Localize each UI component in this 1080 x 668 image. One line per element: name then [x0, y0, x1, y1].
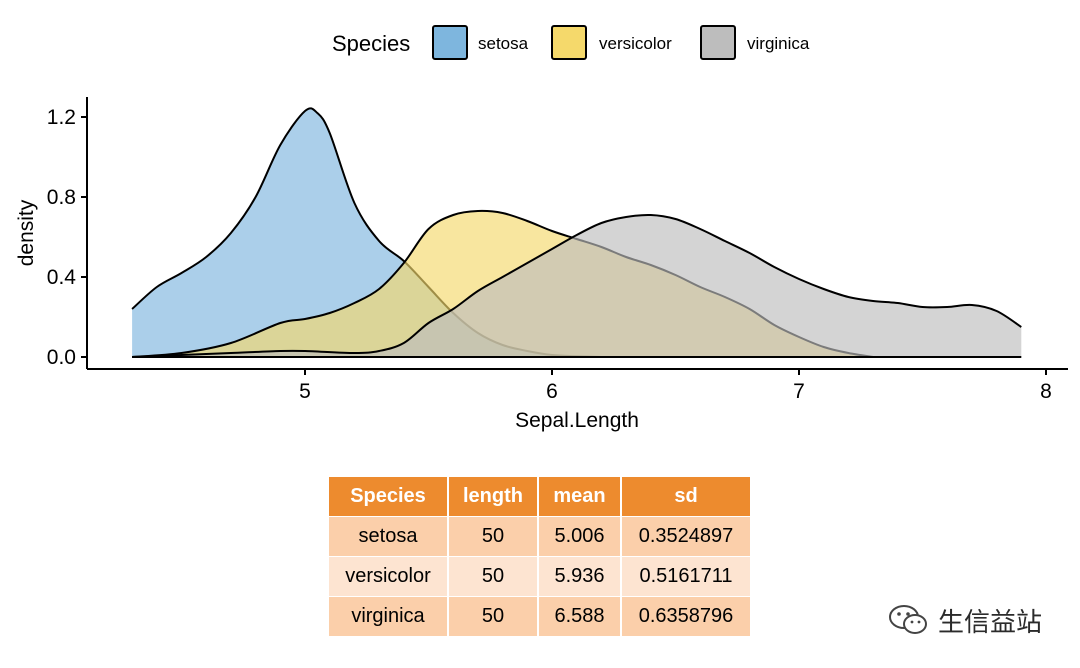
legend-label-versicolor: versicolor: [599, 34, 672, 53]
axis-ticks: 5 6 7 8 0.0 0.4 0.8 1.2: [47, 106, 1052, 403]
legend-swatch-virginica: [700, 25, 736, 60]
cell-mean: 5.936: [538, 556, 622, 597]
y-tick-label: 0.8: [47, 186, 76, 209]
table-row: versicolor 50 5.936 0.5161711: [329, 556, 750, 597]
density-area-virginica: [132, 214, 1022, 357]
density-area-setosa: [132, 108, 602, 357]
cell-sd: 0.6358796: [621, 596, 750, 636]
cell-length: 50: [448, 516, 539, 557]
density-chart: Species setosa versicolor virginica 5 6 7 8…: [15, 25, 1068, 432]
x-tick-label: 7: [793, 380, 805, 403]
legend-label-virginica: virginica: [747, 34, 810, 53]
density-line-virginica: [132, 213, 1022, 358]
watermark-text: 生信益站: [938, 606, 1043, 637]
x-axis-label: Sepal.Length: [515, 409, 639, 432]
x-tick-label: 6: [546, 380, 558, 403]
header-length: length: [448, 477, 539, 517]
x-tick-label: 8: [1040, 380, 1052, 403]
cell-sd: 0.3524897: [621, 516, 750, 557]
cell-sd: 0.5161711: [621, 556, 750, 597]
summary-table: Species length mean sd setosa 50 5.006 0…: [329, 477, 750, 636]
cell-species: virginica: [329, 596, 449, 636]
wechat-icon: [889, 605, 927, 634]
cell-mean: 5.006: [538, 516, 622, 557]
legend-swatch-setosa: [432, 25, 468, 60]
table-row: setosa 50 5.006 0.3524897: [329, 516, 750, 557]
legend-label-setosa: setosa: [478, 34, 529, 53]
legend: Species setosa versicolor virginica: [332, 25, 810, 60]
table-row: virginica 50 6.588 0.6358796: [329, 596, 750, 636]
cell-species: versicolor: [329, 556, 449, 597]
cell-length: 50: [448, 556, 539, 597]
header-sd: sd: [621, 477, 750, 517]
cell-length: 50: [448, 596, 539, 636]
legend-swatch-versicolor: [551, 25, 587, 60]
watermark: 生信益站: [888, 602, 1042, 638]
density-series-layer: [131, 107, 1022, 358]
y-tick-label: 0.4: [47, 266, 77, 289]
cell-mean: 6.588: [538, 596, 622, 636]
y-tick-label: 0.0: [47, 346, 76, 369]
legend-title: Species: [332, 31, 410, 56]
y-axis-label: density: [15, 199, 38, 266]
header-species: Species: [329, 477, 449, 517]
table-header-row: Species length mean sd: [329, 477, 750, 517]
x-tick-label: 5: [299, 380, 311, 403]
y-tick-label: 1.2: [47, 106, 76, 129]
header-mean: mean: [538, 477, 622, 517]
cell-species: setosa: [329, 516, 449, 557]
